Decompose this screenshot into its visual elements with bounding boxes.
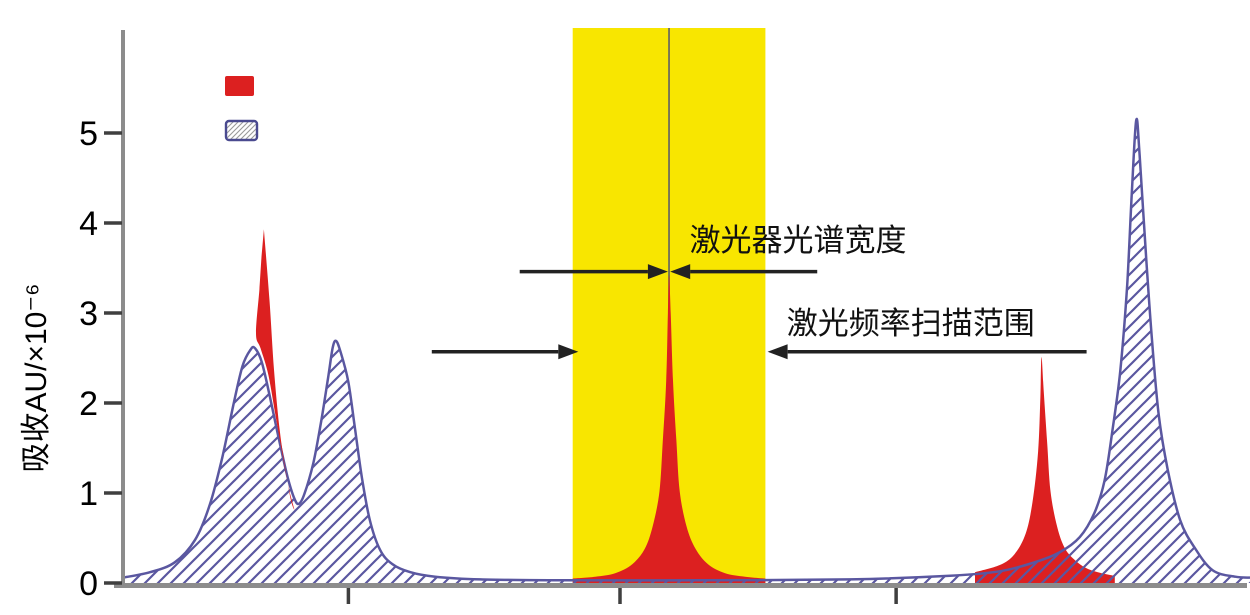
y-tick-label: 1 xyxy=(79,475,98,513)
y-tick-label: 4 xyxy=(79,205,98,243)
arrow-laser-spectral-width-0-head xyxy=(647,264,668,280)
arrow-laser-frequency-scan-range-0-head xyxy=(558,344,579,360)
annotation-laser-spectral-width: 激光器光谱宽度 xyxy=(690,223,907,258)
arrow-laser-frequency-scan-range-1-head xyxy=(767,344,788,360)
axes-layer: 0 1 2 3 4 5 xyxy=(79,30,1247,604)
legend-swatch-narrow-absorption xyxy=(225,76,254,96)
y-tick-label: 5 xyxy=(79,115,98,153)
area-narrow-absorption-center-peak xyxy=(572,275,766,584)
area-doppler-broadened-profile xyxy=(123,118,1250,584)
legend-layer xyxy=(224,76,259,142)
y-tick-label: 0 xyxy=(79,565,98,603)
arrow-laser-spectral-width-1-head xyxy=(670,264,691,280)
y-tick-label: 2 xyxy=(79,385,98,423)
outline-doppler-broadened-profile xyxy=(122,117,1250,582)
series-layer xyxy=(122,117,1250,584)
area-narrow-absorption-right-peak xyxy=(975,357,1115,584)
annotation-laser-frequency-scan-range: 激光频率扫描范围 xyxy=(787,306,1035,341)
y-tick-label: 3 xyxy=(79,295,98,333)
area-narrow-absorption-left-sliver xyxy=(255,229,295,510)
y-axis-label: 吸收AU/×10⁻⁶ xyxy=(20,283,53,472)
legend-swatch-broadened-profile xyxy=(224,119,259,142)
